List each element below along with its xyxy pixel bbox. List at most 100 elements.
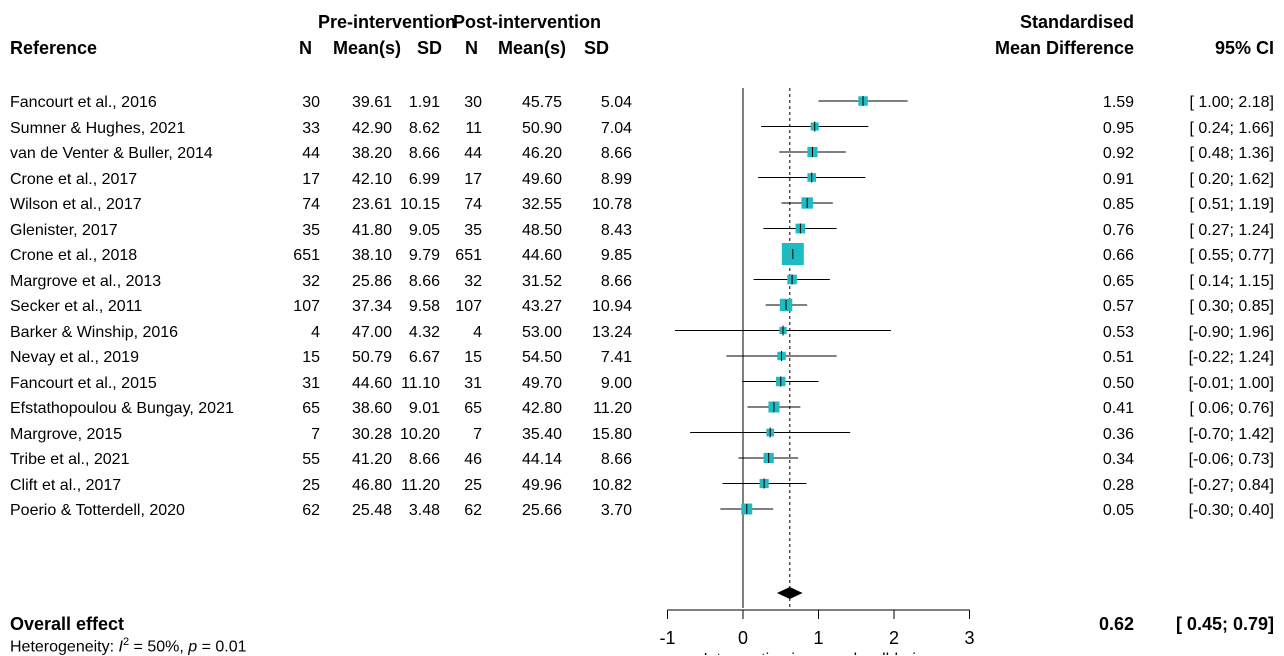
study-m1: 50.79 xyxy=(351,349,392,366)
study-smd: 0.65 xyxy=(1102,272,1134,290)
study-n2: 15 xyxy=(464,349,482,366)
study-m1: 38.60 xyxy=(351,400,392,417)
study-ref: Clift et al., 2017 xyxy=(10,476,122,494)
study-smd: 0.53 xyxy=(1102,323,1134,341)
study-n2: 30 xyxy=(464,94,482,111)
study-smd: 0.95 xyxy=(1102,119,1134,137)
study-smd: 0.66 xyxy=(1102,247,1134,264)
study-n2: 46 xyxy=(464,451,482,468)
header-post-intervention: Post-intervention xyxy=(453,12,602,32)
study-sd1: 11.10 xyxy=(401,374,440,392)
study-m2: 35.40 xyxy=(521,425,562,443)
study-ref: Sumner & Hughes, 2021 xyxy=(10,119,186,137)
header-sd-pre: SD xyxy=(417,38,443,58)
study-ci: [-0.30; 0.40] xyxy=(1188,502,1274,519)
study-ref: Fancourt et al., 2016 xyxy=(10,94,157,111)
study-m1: 42.10 xyxy=(351,170,392,188)
study-ci: [-0.70; 1.42] xyxy=(1188,425,1274,443)
study-m1: 23.61 xyxy=(351,196,392,213)
study-sd1: 9.05 xyxy=(408,221,440,239)
study-n2: 74 xyxy=(464,196,482,213)
study-n1: 74 xyxy=(302,196,320,213)
study-sd2: 3.70 xyxy=(600,502,632,519)
header-mean-pre: Mean(s) xyxy=(333,38,402,58)
study-smd: 0.50 xyxy=(1102,374,1134,392)
study-ci: [-0.22; 1.24] xyxy=(1188,349,1274,366)
study-m2: 54.50 xyxy=(521,349,562,366)
study-n2: 44 xyxy=(464,145,482,162)
x-axis-label: Intervention improved well-being xyxy=(703,651,933,655)
study-ref: Glenister, 2017 xyxy=(10,221,118,239)
study-n1: 32 xyxy=(302,272,320,290)
study-n2: 65 xyxy=(464,400,482,417)
study-sd2: 7.04 xyxy=(600,119,632,137)
study-n1: 7 xyxy=(311,425,320,443)
study-sd1: 9.01 xyxy=(408,400,440,417)
study-ci: [ 0.20; 1.62] xyxy=(1189,170,1274,188)
study-n1: 25 xyxy=(302,476,320,494)
study-sd1: 8.66 xyxy=(408,145,440,162)
study-ci: [ 0.55; 0.77] xyxy=(1189,247,1274,264)
study-ci: [ 0.24; 1.66] xyxy=(1189,119,1274,137)
study-m2: 49.70 xyxy=(521,374,562,392)
study-m2: 42.80 xyxy=(521,400,562,417)
study-ci: [ 0.51; 1.19] xyxy=(1189,196,1274,213)
study-n1: 55 xyxy=(302,451,320,468)
study-m1: 38.20 xyxy=(351,145,392,162)
study-smd: 0.28 xyxy=(1102,476,1134,494)
study-n1: 65 xyxy=(302,400,320,417)
study-m1: 30.28 xyxy=(351,425,392,443)
study-m2: 48.50 xyxy=(521,221,562,239)
study-sd2: 10.94 xyxy=(591,298,632,315)
heterogeneity-text: Heterogeneity: I2 = 50%, p = 0.01 xyxy=(10,636,247,656)
heterogeneity-i: I xyxy=(118,638,123,656)
study-sd2: 5.04 xyxy=(600,94,632,111)
study-n2: 31 xyxy=(464,374,482,392)
study-smd: 0.41 xyxy=(1102,400,1134,417)
study-smd: 1.59 xyxy=(1102,94,1134,111)
header-reference: Reference xyxy=(10,38,98,58)
study-smd: 0.91 xyxy=(1102,170,1134,188)
study-m1: 41.20 xyxy=(351,451,392,468)
study-sd2: 8.43 xyxy=(600,221,632,239)
study-n2: 11 xyxy=(465,119,482,137)
study-ci: [ 0.30; 0.85] xyxy=(1189,298,1274,315)
heterogeneity-sup: 2 xyxy=(122,636,130,648)
study-n2: 35 xyxy=(464,221,482,239)
header-n-pre: N xyxy=(299,38,312,58)
study-n2: 651 xyxy=(455,247,482,264)
study-smd: 0.05 xyxy=(1102,502,1134,519)
study-ci: [-0.01; 1.00] xyxy=(1188,374,1274,392)
study-ci: [-0.06; 0.73] xyxy=(1188,451,1274,468)
study-ci: [-0.90; 1.96] xyxy=(1188,323,1274,341)
study-m1: 42.90 xyxy=(351,119,392,137)
study-smd: 0.51 xyxy=(1102,349,1134,366)
study-sd1: 1.91 xyxy=(408,94,440,111)
study-sd1: 9.79 xyxy=(408,247,440,264)
study-ref: Barker & Winship, 2016 xyxy=(10,323,179,341)
study-smd: 0.57 xyxy=(1102,298,1134,315)
study-n2: 25 xyxy=(464,476,482,494)
study-ref: Nevay et al., 2019 xyxy=(10,349,139,366)
study-n1: 4 xyxy=(311,323,320,341)
study-sd1: 11.20 xyxy=(401,476,440,494)
x-tick-label: 3 xyxy=(964,628,974,648)
study-ci: [-0.27; 0.84] xyxy=(1188,476,1274,494)
overall-smd: 0.62 xyxy=(1098,614,1134,634)
study-sd1: 6.67 xyxy=(408,349,440,366)
study-sd2: 8.99 xyxy=(600,170,632,188)
study-sd2: 8.66 xyxy=(600,451,632,468)
study-m1: 37.34 xyxy=(351,298,392,315)
study-n2: 17 xyxy=(464,170,482,188)
study-m2: 53.00 xyxy=(521,323,562,341)
study-smd: 0.34 xyxy=(1102,451,1134,468)
study-n1: 107 xyxy=(293,298,320,315)
study-n2: 62 xyxy=(464,502,482,519)
study-sd1: 10.15 xyxy=(400,196,441,213)
study-ref: Efstathopoulou & Bungay, 2021 xyxy=(10,400,234,417)
study-n2: 107 xyxy=(455,298,482,315)
study-ref: Poerio & Totterdell, 2020 xyxy=(10,502,185,519)
header-smd-line1: Standardised xyxy=(1019,12,1134,32)
study-sd2: 15.80 xyxy=(591,425,632,443)
